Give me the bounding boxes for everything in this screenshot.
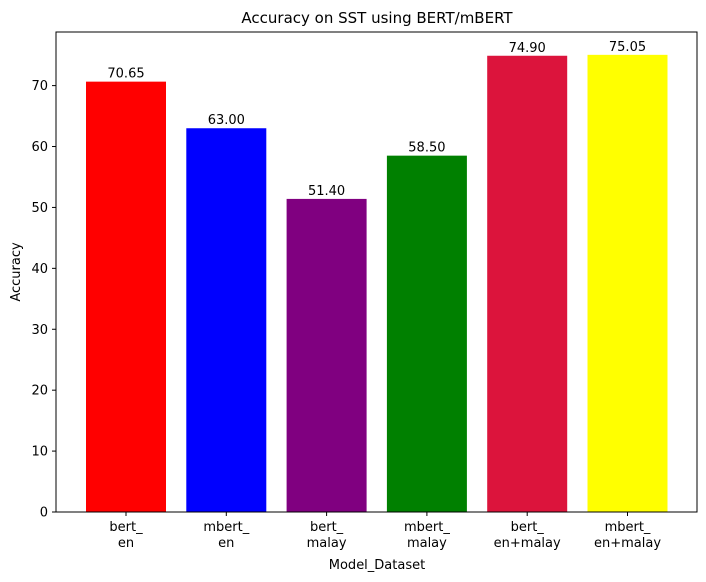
plot-frame [55, 31, 698, 513]
y-tick-label-6: 60 [31, 140, 48, 155]
x-tick-label-3: mbert_ malay [404, 520, 450, 551]
x-tick-label-5: mbert_ en+malay [594, 520, 661, 551]
y-tick-label-0: 0 [40, 506, 48, 521]
x-axis: bert_ en mbert_ en bert_ malay mbert_ malay bert… [109, 512, 661, 551]
bars-group [86, 54, 668, 513]
x-tick-label-1: mbert_ en [203, 520, 249, 551]
y-tick-label-3: 30 [31, 323, 48, 338]
y-axis: 0 10 20 30 40 50 60 70 [31, 79, 56, 521]
value-label-4: 74.90 [509, 41, 546, 56]
bar-3 [386, 155, 467, 512]
bar-1 [186, 128, 267, 512]
y-tick-label-2: 20 [31, 384, 48, 399]
y-tick-label-7: 70 [31, 79, 48, 94]
y-axis-label: Accuracy [9, 242, 24, 302]
bar-5 [587, 54, 668, 512]
bar-4 [487, 55, 568, 512]
value-label-1: 63.00 [208, 113, 245, 128]
value-label-5: 75.05 [609, 40, 646, 55]
x-tick-label-4: bert_ en+malay [494, 520, 561, 551]
chart-title: Accuracy on SST using BERT/mBERT [241, 9, 513, 27]
x-axis-label: Model_Dataset [329, 558, 425, 573]
y-tick-label-1: 10 [31, 445, 48, 460]
x-tick-label-0: bert_ en [109, 520, 143, 551]
bar-0 [86, 81, 166, 513]
value-labels-group: 70.65 63.00 51.40 58.50 74.90 75.05 [107, 40, 646, 199]
bar-2 [286, 198, 367, 512]
value-label-3: 58.50 [408, 141, 445, 156]
value-label-0: 70.65 [107, 67, 144, 82]
y-tick-label-4: 40 [31, 262, 48, 277]
y-tick-label-5: 50 [31, 201, 48, 216]
x-tick-label-2: bert_ malay [307, 520, 347, 551]
value-label-2: 51.40 [308, 184, 345, 199]
